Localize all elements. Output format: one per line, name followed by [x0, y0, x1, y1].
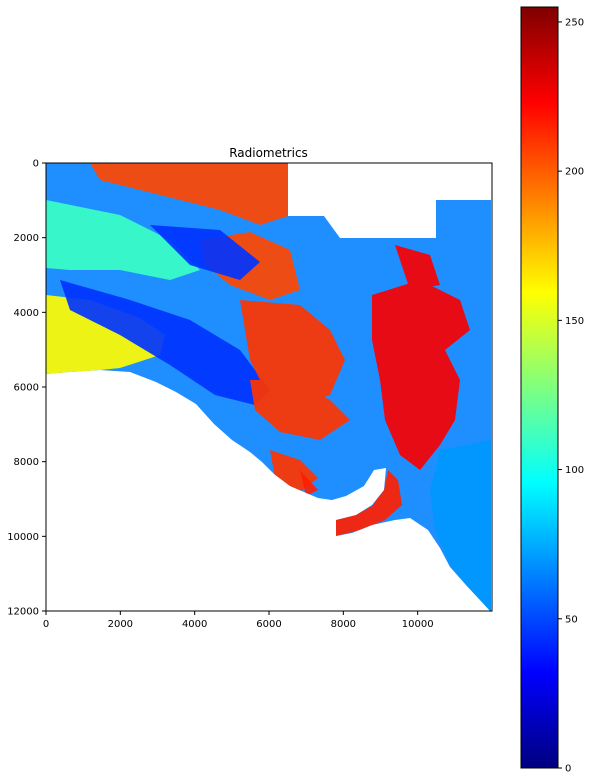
y-tick-label: 8000: [14, 457, 39, 468]
x-tick-label: 0: [43, 619, 49, 630]
region-northwest-band: [46, 200, 200, 280]
y-axis: 0 2000 4000 6000 8000 10000 12000: [7, 159, 46, 618]
chart-title: Radiometrics: [229, 146, 308, 160]
colorbar-tick-label: 50: [565, 614, 578, 625]
colorbar-axis: 0 50 100 150 200 250: [558, 17, 584, 775]
colorbar-tick-label: 200: [565, 167, 584, 178]
region-west-coast-plain: [46, 295, 165, 374]
region-gulf-islands: [300, 470, 402, 536]
x-tick-label: 10000: [402, 619, 434, 630]
region-central-trough: [60, 225, 270, 405]
colorbar-tick-label: 100: [565, 465, 584, 476]
y-tick-label: 0: [33, 159, 39, 170]
colorbar-gradient: [521, 7, 558, 768]
y-tick-label: 2000: [14, 233, 39, 244]
region-central-ranges: [240, 300, 350, 492]
colorbar-tick-label: 0: [565, 764, 571, 775]
y-tick-label: 12000: [7, 607, 39, 618]
region-southeast: [430, 440, 491, 612]
x-axis: 0 2000 4000 6000 8000 10000: [43, 611, 434, 630]
colorbar-tick-label: 150: [565, 316, 584, 327]
colorbar: 0 50 100 150 200 250: [520, 6, 584, 775]
heatmap-image: [46, 163, 491, 612]
y-tick-label: 6000: [14, 383, 39, 394]
y-tick-label: 10000: [7, 532, 39, 543]
region-east-ranges: [372, 245, 470, 470]
y-tick-label: 4000: [14, 308, 39, 319]
regions-layer: [46, 163, 491, 612]
x-tick-label: 8000: [331, 619, 356, 630]
colorbar-tick-label: 250: [565, 17, 584, 28]
x-tick-label: 6000: [256, 619, 281, 630]
x-tick-label: 2000: [108, 619, 133, 630]
x-tick-label: 4000: [182, 619, 207, 630]
colorbar-frame: [520, 6, 559, 769]
